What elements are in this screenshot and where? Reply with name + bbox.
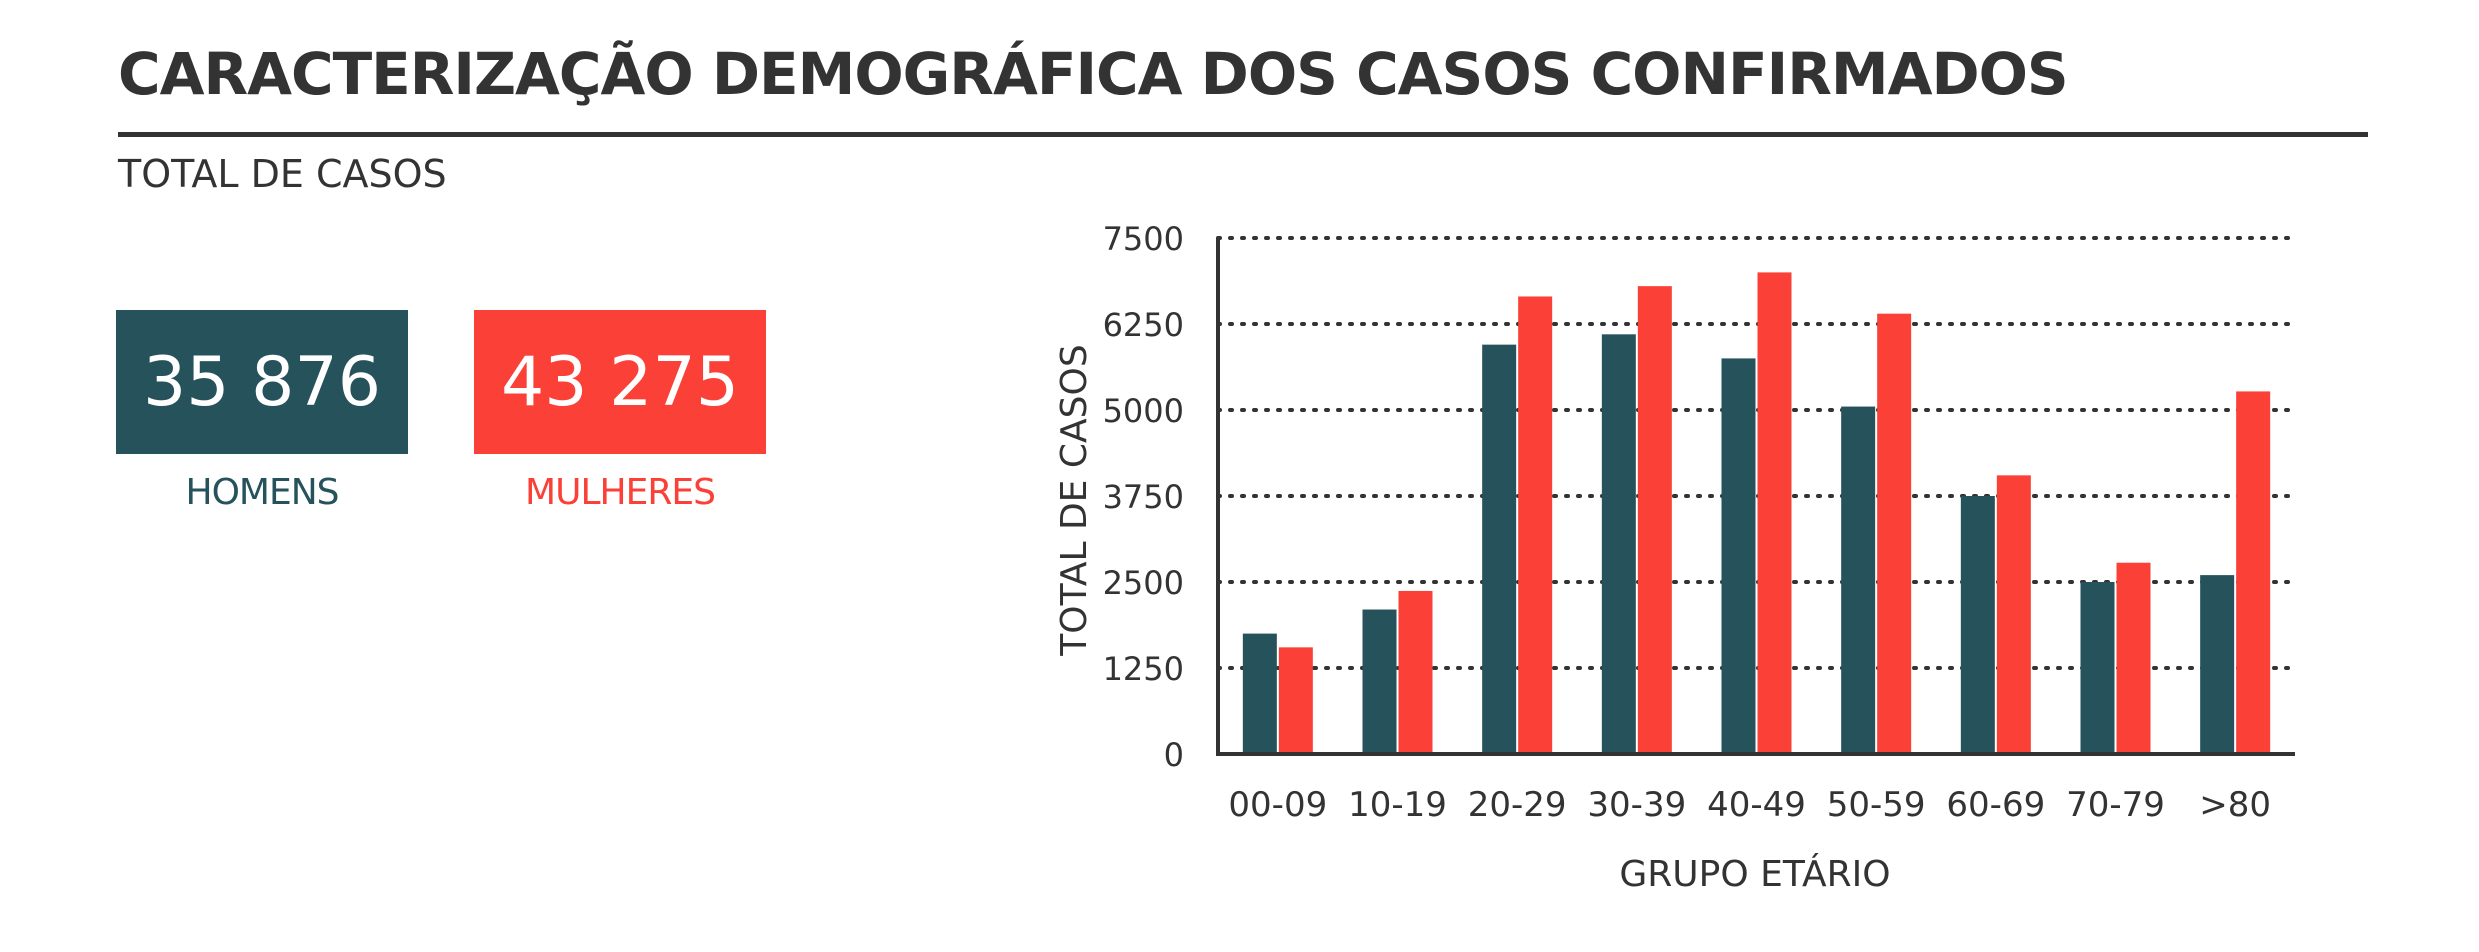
- bar-women: [2116, 562, 2151, 754]
- bar-women: [1757, 272, 1792, 754]
- women-total-box: 43 275: [474, 310, 766, 454]
- bar-men: [1721, 358, 1756, 754]
- section-subtitle: TOTAL DE CASOS: [118, 152, 447, 196]
- bar-men: [1482, 344, 1517, 754]
- x-tick-label: 70-79: [2066, 785, 2165, 825]
- bar-men: [1960, 496, 1995, 754]
- bar-women: [1278, 647, 1313, 754]
- y-tick-label: 1250: [1103, 650, 1184, 688]
- x-tick-label: >80: [2199, 785, 2271, 825]
- bar-women: [1637, 286, 1672, 754]
- x-tick-label: 10-19: [1348, 785, 1447, 825]
- x-tick-label: 00-09: [1228, 785, 1327, 825]
- bar-women: [1398, 590, 1433, 754]
- women-total-label: MULHERES: [525, 472, 716, 513]
- y-tick-label: 2500: [1103, 564, 1184, 602]
- y-tick-label: 5000: [1103, 392, 1184, 430]
- axes: [1216, 238, 2295, 756]
- bar-men: [2080, 582, 2115, 754]
- women-total-value: 43 275: [501, 342, 739, 422]
- bar-men: [1242, 633, 1277, 754]
- bar-women: [1996, 475, 2031, 754]
- bar-women: [1518, 296, 1553, 754]
- x-axis-title: GRUPO ETÁRIO: [1619, 853, 1890, 895]
- bar-men: [2200, 575, 2235, 754]
- x-tick-label: 50-59: [1827, 785, 1926, 825]
- bar-women: [2236, 391, 2271, 754]
- bar-men: [1601, 334, 1636, 754]
- page-title: CARACTERIZAÇÃO DEMOGRÁFICA DOS CASOS CON…: [118, 40, 2069, 108]
- x-tick-label: 60-69: [1946, 785, 2045, 825]
- men-total-label: HOMENS: [185, 472, 340, 513]
- bar-women: [1877, 313, 1912, 754]
- y-tick-label: 0: [1164, 736, 1184, 774]
- tick-labels: 0 1250 2500 3750 5000 6250 7500 00-09 10-19 20-29…: [1103, 220, 2271, 825]
- x-tick-label: 40-49: [1707, 785, 1806, 825]
- y-tick-label: 6250: [1103, 306, 1184, 344]
- men-total-box: 35 876: [116, 310, 408, 454]
- y-tick-label: 7500: [1103, 220, 1184, 258]
- y-tick-label: 3750: [1103, 478, 1184, 516]
- bar-men: [1841, 406, 1876, 754]
- y-axis-title: TOTAL DE CASOS: [1054, 344, 1095, 656]
- title-divider: [118, 132, 2368, 137]
- x-tick-label: 30-39: [1587, 785, 1686, 825]
- gridlines: [1216, 236, 2297, 670]
- x-tick-label: 20-29: [1468, 785, 1567, 825]
- bars: [1242, 272, 2271, 754]
- bar-men: [1362, 609, 1397, 754]
- men-total-value: 35 876: [143, 342, 381, 422]
